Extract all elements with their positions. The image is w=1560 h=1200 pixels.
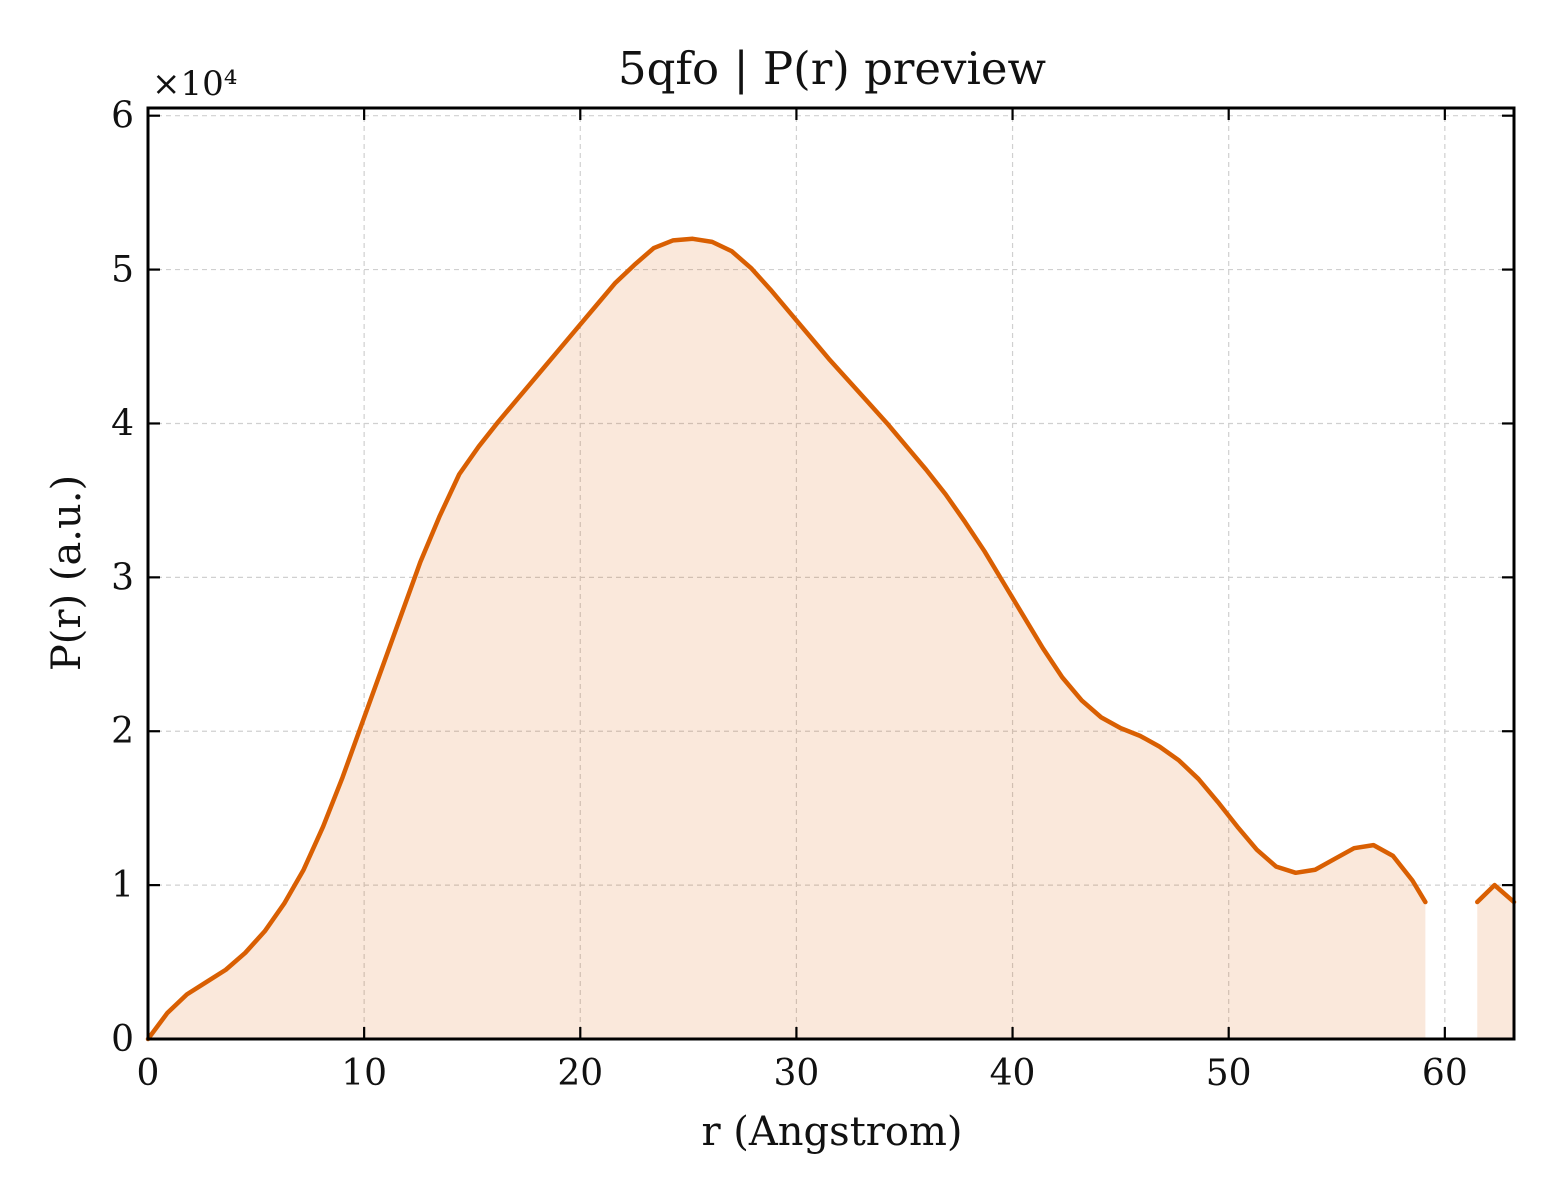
- y-tick-labels: 0 1 2 3 4 5 6: [111, 96, 134, 1060]
- y-tick-label: 2: [111, 711, 134, 752]
- data-point: [341, 776, 344, 779]
- data-point: [1197, 778, 1200, 780]
- data-point: [983, 550, 986, 552]
- data-point: [1372, 844, 1375, 846]
- chart-title: 5qfo | P(r) preview: [618, 42, 1046, 95]
- data-point: [730, 250, 733, 252]
- data-point: [828, 358, 830, 360]
- data-point: [322, 826, 324, 828]
- y-tick-label: 0: [111, 1019, 134, 1060]
- data-point: [1158, 746, 1161, 748]
- data-point: [692, 238, 694, 240]
- x-tick-label: 30: [774, 1053, 820, 1094]
- data-point: [1120, 727, 1122, 729]
- data-point: [380, 669, 383, 671]
- data-point: [867, 401, 869, 403]
- data-point: [1081, 699, 1083, 702]
- grid-lines: [148, 108, 1514, 1039]
- data-point: [264, 930, 266, 932]
- data-point: [244, 952, 246, 954]
- data-point: [478, 445, 480, 448]
- data-point: [964, 521, 966, 523]
- x-tick-label: 40: [990, 1053, 1036, 1094]
- y-axis-label: P(r) (a.u.): [44, 475, 90, 671]
- data-point: [886, 422, 888, 425]
- data-point: [1042, 647, 1044, 649]
- x-tick-label: 10: [341, 1053, 387, 1094]
- data-point: [769, 288, 772, 291]
- data-point: [575, 328, 577, 331]
- line-layer: [145, 236, 1517, 1042]
- y-tick-label: 3: [111, 557, 134, 598]
- x-tick-labels: 0 10 20 30 40 50 60: [137, 1053, 1468, 1094]
- data-point: [711, 241, 713, 243]
- y-tick-label: 5: [111, 250, 134, 291]
- y-tick-label: 6: [111, 96, 134, 137]
- x-tick-label: 60: [1422, 1053, 1468, 1094]
- x-axis-label: r (Angstrom): [701, 1109, 962, 1155]
- data-point: [1022, 615, 1024, 617]
- data-point: [497, 421, 499, 423]
- data-point: [439, 515, 441, 517]
- data-point: [1003, 582, 1005, 585]
- data-point: [517, 398, 519, 400]
- area-fill-layer: [148, 238, 1514, 1040]
- data-point: [808, 335, 810, 337]
- data-point: [906, 445, 908, 448]
- data-point: [1256, 849, 1258, 851]
- data-point: [672, 239, 674, 241]
- data-point: [633, 264, 635, 266]
- data-point: [1275, 866, 1277, 868]
- data-point: [789, 312, 791, 314]
- data-point: [1314, 869, 1316, 871]
- data-point: [1178, 759, 1180, 762]
- data-point: [1236, 826, 1238, 828]
- data-point: [847, 379, 849, 381]
- x-tick-label: 50: [1206, 1053, 1252, 1094]
- data-point: [283, 902, 285, 905]
- data-point: [303, 869, 305, 871]
- data-point: [1411, 879, 1414, 882]
- data-point: [1493, 884, 1496, 886]
- data-point: [1139, 735, 1141, 737]
- x-tick-label: 20: [557, 1053, 603, 1094]
- data-point: [614, 282, 616, 285]
- data-point: [1295, 872, 1297, 874]
- tick-marks: [146, 108, 1514, 1041]
- data-point: [225, 969, 227, 971]
- data-point: [400, 615, 402, 617]
- data-point: [536, 375, 538, 377]
- data-point: [1217, 801, 1219, 803]
- data-point: [361, 722, 363, 725]
- data-point: [166, 1012, 169, 1014]
- data-point: [1476, 901, 1478, 903]
- data-point: [1100, 716, 1102, 718]
- data-point: [1353, 847, 1355, 849]
- data-point: [750, 267, 752, 269]
- data-point: [419, 561, 421, 563]
- data-point: [944, 493, 947, 495]
- data-point: [205, 981, 207, 983]
- data-point: [1392, 855, 1394, 857]
- data-point: [925, 469, 927, 471]
- data-point: [1334, 858, 1336, 860]
- area-fill: [1477, 885, 1514, 1039]
- area-fill: [148, 238, 1426, 1040]
- data-point: [1424, 901, 1426, 903]
- data-point: [594, 305, 597, 308]
- y-tick-label: 1: [111, 865, 134, 906]
- y-tick-label: 4: [111, 403, 134, 444]
- data-point: [1061, 676, 1063, 678]
- x-tick-label: 0: [137, 1053, 160, 1094]
- y-axis-offset-label: ×10⁴: [152, 64, 237, 104]
- data-point: [653, 247, 655, 249]
- data-point: [186, 993, 188, 995]
- plot-area: [145, 236, 1517, 1042]
- data-point: [555, 352, 558, 354]
- axes-frame: [146, 106, 1516, 1041]
- data-point: [458, 473, 460, 475]
